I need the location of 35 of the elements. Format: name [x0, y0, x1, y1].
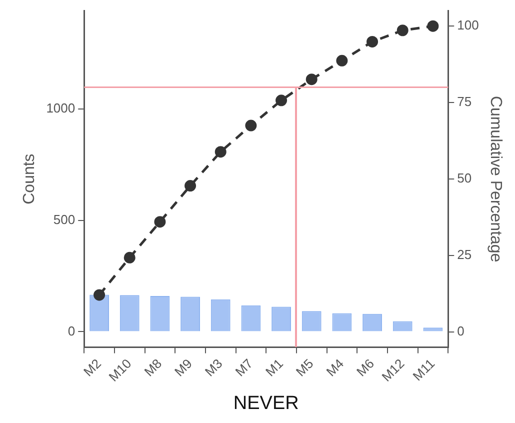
point [306, 74, 318, 86]
y-tick-label: 1000 [46, 100, 76, 116]
point [396, 24, 408, 36]
x-tick-label: M12 [378, 356, 408, 384]
x-tick-label: M7 [232, 356, 256, 380]
x-tick-label: M3 [202, 356, 226, 380]
point [276, 94, 288, 106]
x-tick-label: M4 [323, 356, 347, 380]
y2-tick-label: 50 [457, 170, 472, 186]
y2-tick-label: 0 [457, 324, 464, 339]
x-tick-label: M2 [80, 356, 104, 380]
point [427, 20, 439, 32]
point [336, 54, 348, 66]
y-tick-label: 500 [53, 212, 76, 227]
y2-tick-label: 100 [457, 18, 479, 33]
point [366, 36, 378, 48]
x-tick-label: M9 [172, 356, 195, 380]
point [124, 252, 136, 264]
x-tick-label: M8 [141, 356, 165, 380]
x-tick-label: M5 [292, 356, 316, 380]
point [245, 120, 257, 132]
point [154, 216, 166, 228]
x-tick-label: M1 [262, 356, 286, 380]
y-tick-label: 0 [68, 323, 76, 338]
point [214, 146, 226, 158]
y-axis-title: Counts [21, 154, 38, 204]
x-tick-label: M10 [106, 356, 134, 384]
x-tick-label: M6 [354, 356, 377, 380]
point [94, 289, 106, 301]
x-tick-label: M11 [410, 356, 438, 384]
y2-tick-label: 25 [457, 247, 472, 262]
point [184, 180, 196, 192]
y2-axis-title: Cumulative Percentage [486, 96, 504, 262]
y2-tick-label: 75 [457, 94, 472, 110]
x-axis-title: NEVER [233, 392, 299, 414]
